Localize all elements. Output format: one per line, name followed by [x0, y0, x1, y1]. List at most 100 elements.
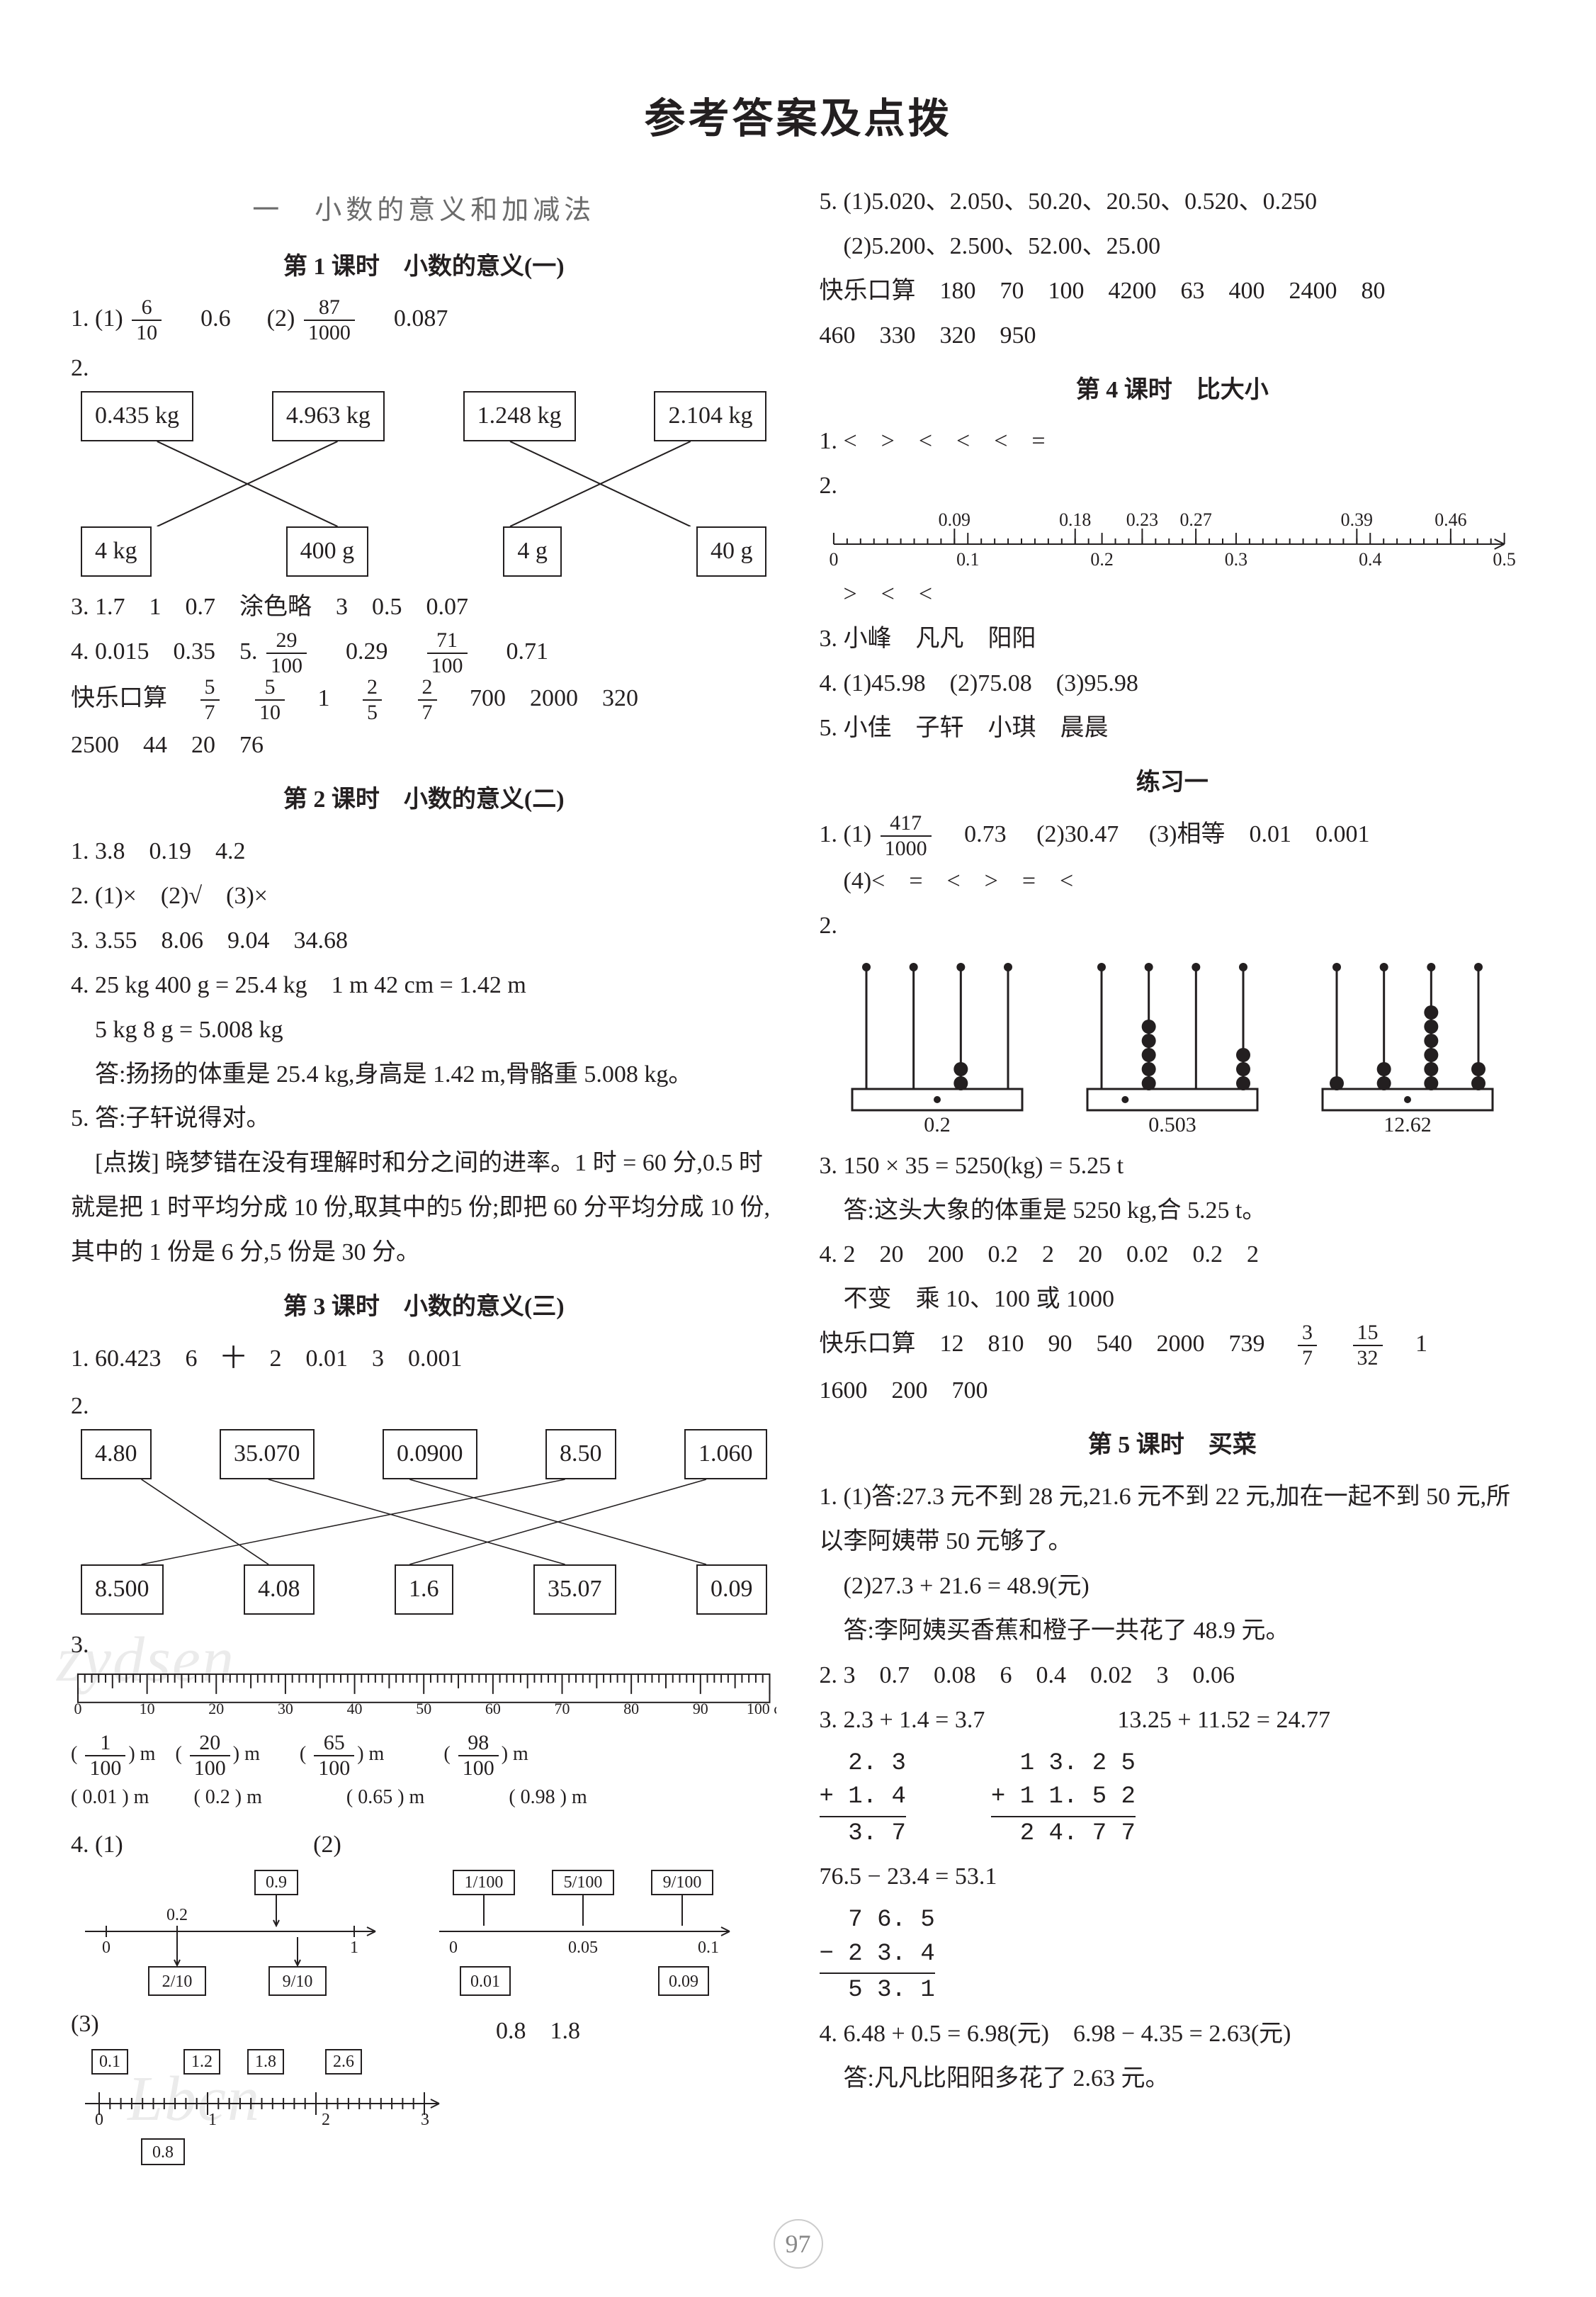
text: 0.6 [200, 305, 231, 332]
text: 1 [1415, 1331, 1427, 1357]
text: 1. (1) [71, 305, 123, 332]
text [171, 305, 195, 332]
ruler-labels-row2: ( 0.01 ) m ( 0.2 ) m ( 0.65 ) m ( 0.98 )… [71, 1779, 777, 1816]
match-box: 1.248 kg [463, 391, 576, 441]
abacus-row: 0.2 0.503 12.62 [820, 954, 1526, 1139]
l3-q4: 4. (1) (2) 0.9 00.21 2/10 9/10 [71, 1823, 777, 2190]
svg-text:0.2: 0.2 [1090, 549, 1113, 570]
l4-q1: 1. < > < < < = [820, 419, 1526, 464]
svg-text:3: 3 [421, 2111, 429, 2129]
svg-text:0.39: 0.39 [1340, 509, 1372, 530]
l1-klks-2: 2500 44 20 76 [71, 723, 777, 768]
fraction: 27 [418, 677, 437, 723]
l3c-q5b: (2)5.200、2.500、52.00、25.00 [820, 225, 1526, 269]
svg-text:100 cm: 100 cm [747, 1700, 777, 1717]
l2-q4c: 答:扬扬的体重是 25.4 kg,身高是 1.42 m,骨骼重 5.008 kg… [71, 1053, 777, 1097]
svg-text:0: 0 [102, 1938, 111, 1957]
svg-text:1.8: 1.8 [255, 2053, 276, 2071]
l2-q2: 2. (1)× (2)√ (3)× [71, 874, 777, 919]
svg-text:12.62: 12.62 [1383, 1113, 1432, 1136]
text: 1. (1) [820, 821, 872, 847]
l3c-klks: 快乐口算 180 70 100 4200 63 400 2400 80 [820, 269, 1526, 314]
column-left: 一 小数的意义和加减法 第 1 课时 小数的意义(一) 1. (1) 610 0… [71, 180, 777, 2200]
svg-text:0.2: 0.2 [924, 1113, 951, 1136]
svg-text:0.05: 0.05 [568, 1938, 598, 1957]
text: 快乐口算 [71, 685, 167, 711]
vertical-calc-row-2: 7 6. 5− 2 3. 4 5 3. 1 [820, 1904, 1526, 2008]
text: ( 0.2 ) m [193, 1786, 261, 1808]
page-number: 97 [0, 2219, 1596, 2269]
svg-text:0: 0 [829, 549, 838, 570]
match-box: 40 g [696, 526, 767, 577]
svg-text:0.1: 0.1 [956, 549, 979, 570]
match-top-row: 0.435 kg 4.963 kg 1.248 kg 2.104 kg [71, 391, 777, 441]
svg-text:0.09: 0.09 [938, 509, 970, 530]
svg-text:0: 0 [449, 1938, 458, 1957]
page-title: 参考答案及点拨 [71, 85, 1525, 145]
page: 参考答案及点拨 一 小数的意义和加减法 第 1 课时 小数的意义(一) 1. (… [0, 0, 1596, 2297]
ex1-q2-prefix: 2. [820, 904, 1526, 949]
vertical-calc: 2. 3+ 1. 4 3. 7 [820, 1747, 906, 1851]
l1-q4: 4. 0.015 0.35 5. 29100 0.29 71100 0.71 [71, 630, 777, 677]
svg-text:2.6: 2.6 [333, 2053, 354, 2071]
svg-text:0.1: 0.1 [698, 1938, 719, 1957]
lesson-4-title: 第 4 课时 比大小 [820, 368, 1526, 413]
l2-q5a: 5. 答:子轩说得对。 [71, 1097, 777, 1141]
abacus-diagram: 12.62 [1315, 954, 1500, 1139]
svg-text:2: 2 [322, 2111, 330, 2129]
text: (2) [313, 1832, 341, 1858]
l4-q2-tail: > < < [820, 572, 1526, 617]
numberline-1: 0.9 00.21 2/10 9/10 [71, 1868, 397, 2002]
text [237, 305, 261, 332]
content-columns: 一 小数的意义和加减法 第 1 课时 小数的意义(一) 1. (1) 610 0… [71, 180, 1525, 2200]
match-bottom-row: 8.500 4.08 1.6 35.07 0.09 [71, 1564, 777, 1615]
svg-text:0.01: 0.01 [470, 1973, 500, 1991]
match-box: 1.060 [684, 1429, 767, 1479]
text [476, 638, 500, 665]
svg-text:30: 30 [278, 1700, 293, 1717]
match-box: 0.0900 [383, 1429, 477, 1479]
text: 2. [71, 1393, 89, 1419]
svg-text:1: 1 [350, 1938, 358, 1957]
l5-q4a: 4. 6.48 + 0.5 = 6.98(元) 6.98 − 4.35 = 2.… [820, 2012, 1526, 2057]
l2-q4b: 5 kg 8 g = 5.008 kg [71, 1008, 777, 1053]
svg-text:0.9: 0.9 [266, 1873, 287, 1892]
ex1-klks: 快乐口算 12 810 90 540 2000 739 37 1532 1 [820, 1322, 1526, 1369]
match-box: 4 kg [81, 526, 152, 577]
l1-klks: 快乐口算 57 510 1 25 27 700 2000 320 [71, 677, 777, 723]
match-box: 4 g [503, 526, 562, 577]
ex1-q1: 1. (1) 4171000 0.73 (2)30.47 (3)相等 0.01 … [820, 813, 1526, 859]
text: ( 0.98 ) m [509, 1786, 587, 1808]
svg-text:5/100: 5/100 [564, 1873, 603, 1892]
svg-text:0.27: 0.27 [1179, 509, 1211, 530]
unit-title: 一 小数的意义和加减法 [71, 186, 777, 235]
fraction: 871000 [304, 297, 355, 344]
match-box: 0.09 [696, 1564, 767, 1615]
numberline-3: 0.1 1.2 1.8 2.6 0123 0.8 [71, 2047, 468, 2174]
match-box: 35.07 [533, 1564, 616, 1615]
fraction: 25 [363, 677, 382, 723]
svg-text:0.503: 0.503 [1148, 1113, 1196, 1136]
match-box: 35.070 [220, 1429, 315, 1479]
svg-text:0.23: 0.23 [1126, 509, 1158, 530]
l5-q1a: 1. (1)答:27.3 元不到 28 元,21.6 元不到 22 元,加在一起… [820, 1475, 1526, 1564]
text: 快乐口算 12 810 90 540 2000 739 [820, 1331, 1265, 1357]
l5-q1c: 答:李阿姨买香蕉和橙子一共花了 48.9 元。 [820, 1609, 1526, 1654]
match-lines [71, 1479, 777, 1564]
svg-text:0: 0 [74, 1700, 81, 1717]
svg-text:50: 50 [416, 1700, 431, 1717]
svg-text:1.2: 1.2 [191, 2053, 213, 2071]
text: 0.29 [346, 638, 388, 665]
match-box: 1.6 [395, 1564, 453, 1615]
text: (2) [267, 305, 295, 332]
match-box: 2.104 kg [654, 391, 766, 441]
text: (3) [71, 2011, 99, 2037]
l3c-klks2: 460 330 320 950 [820, 314, 1526, 359]
svg-text:2/10: 2/10 [162, 1973, 193, 1991]
ex1-q4b: 不变 乘 10、100 或 1000 [820, 1277, 1526, 1322]
svg-text:70: 70 [555, 1700, 570, 1717]
numberline-2: 1/100 5/100 9/100 00.050.1 0.01 0.09 [425, 1868, 751, 2002]
svg-text:0.3: 0.3 [1224, 549, 1247, 570]
svg-text:60: 60 [485, 1700, 501, 1717]
l4-q2-prefix: 2. [820, 464, 1526, 509]
